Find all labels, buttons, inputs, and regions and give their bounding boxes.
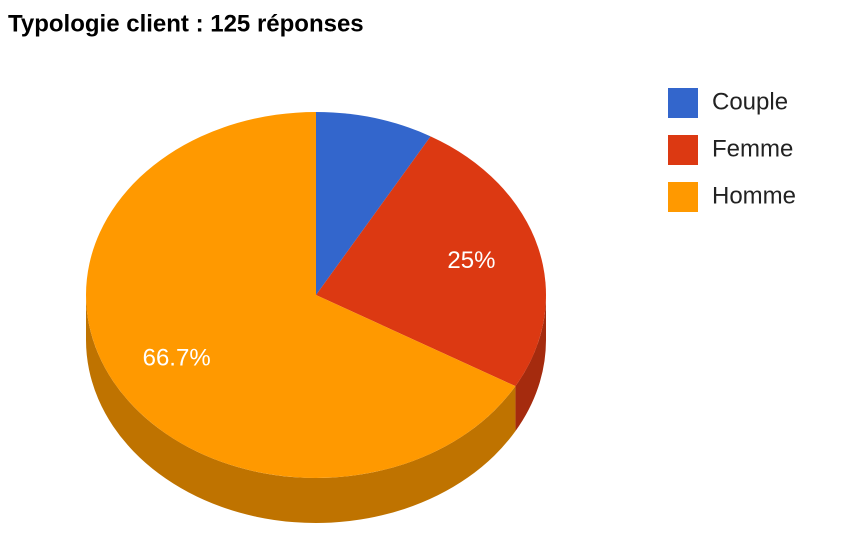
- pie-slice: [86, 112, 516, 478]
- pie-tops: [86, 112, 546, 478]
- slice-label: 66.7%: [143, 345, 211, 372]
- legend-swatch: [668, 135, 698, 165]
- legend-swatch: [668, 182, 698, 212]
- pie-side: [515, 295, 546, 432]
- slice-label: 25%: [447, 247, 495, 274]
- pie-sides: [86, 295, 546, 524]
- pie-side: [86, 295, 516, 524]
- pie-slice: [316, 112, 431, 295]
- legend-label: Couple: [712, 88, 788, 115]
- legend-swatch: [668, 88, 698, 118]
- legend-label: Homme: [712, 182, 796, 209]
- legend-label: Femme: [712, 135, 793, 162]
- chart-title: Typologie client : 125 réponses: [8, 10, 364, 37]
- pie-slice: [316, 136, 546, 387]
